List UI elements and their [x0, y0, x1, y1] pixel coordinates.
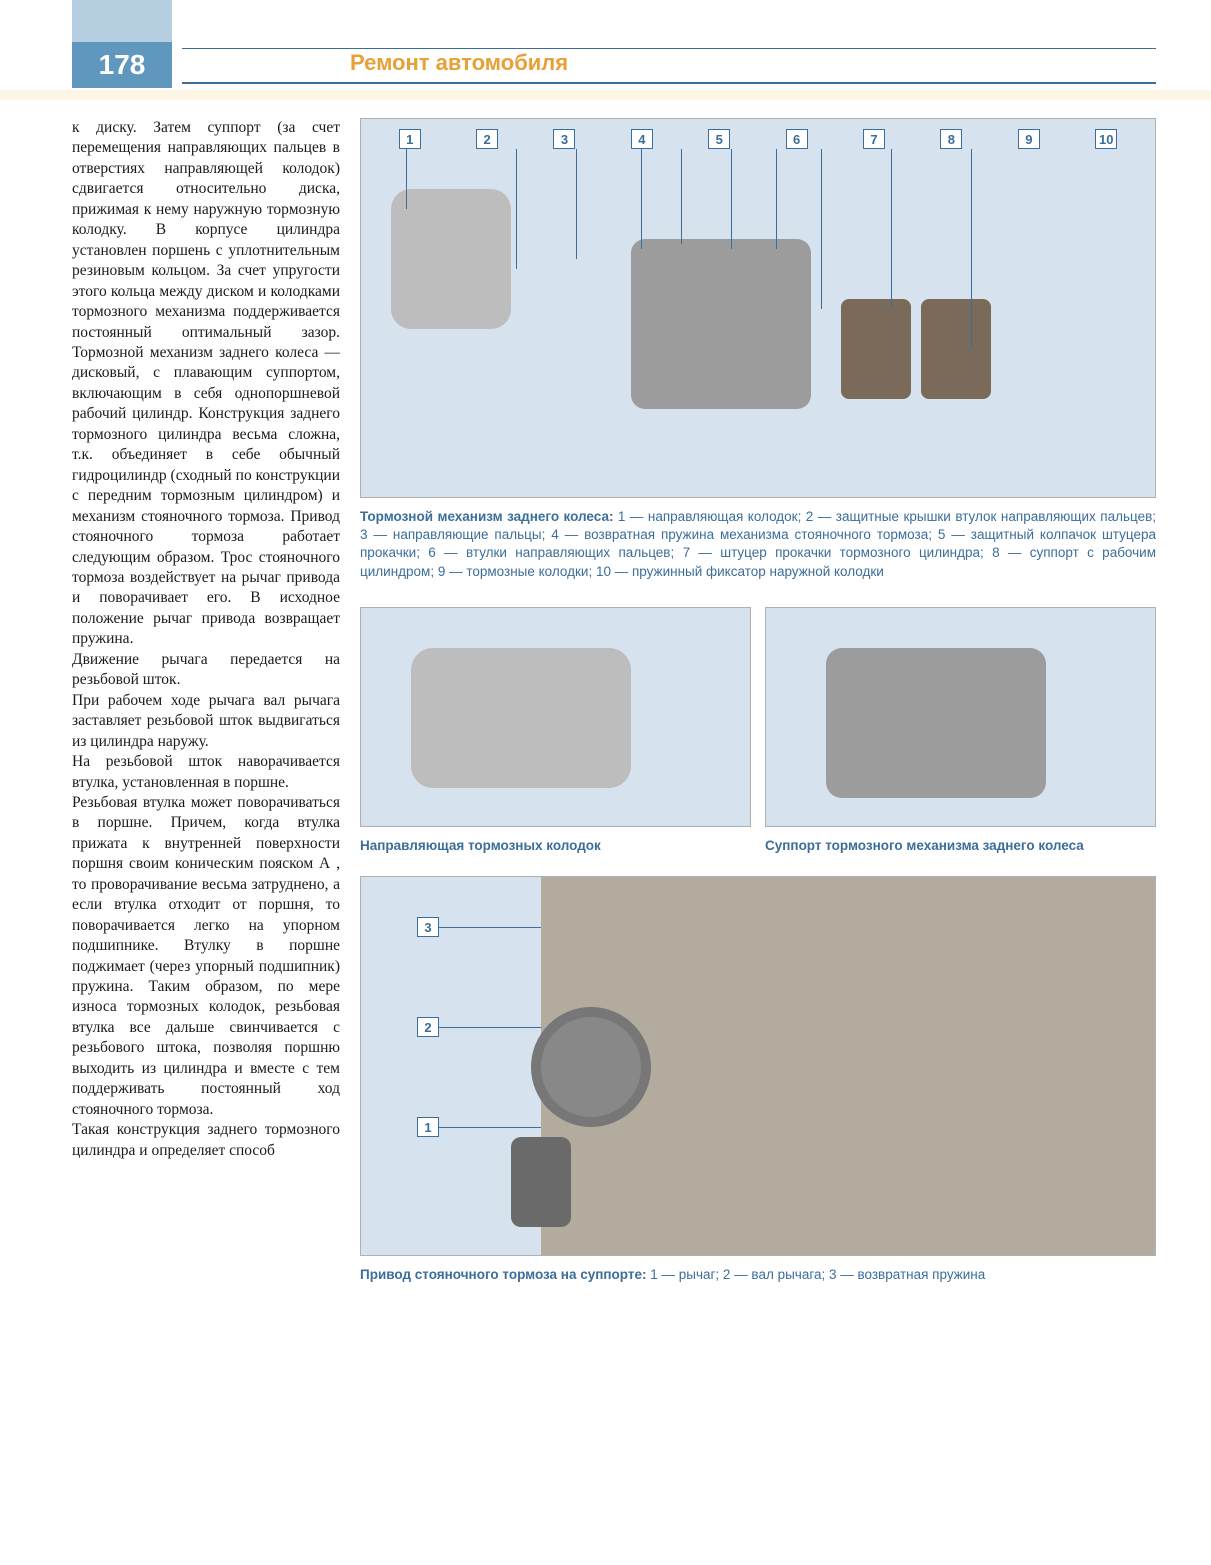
leader: [821, 149, 822, 309]
header-title: Ремонт автомобиля: [350, 50, 568, 76]
part-caliper2: [826, 648, 1046, 798]
figure4-image: 3 2 1: [360, 876, 1156, 1256]
leader: [406, 149, 407, 209]
callout-9: 9: [1018, 129, 1040, 149]
callout-3b: 3: [417, 917, 439, 937]
figure1-caption: Тормозной механизм заднего колеса: 1 — н…: [360, 508, 1156, 581]
header-rule-bottom: [182, 82, 1156, 84]
part-bracket: [391, 189, 511, 329]
part-spring: [531, 1007, 651, 1127]
callout-6: 6: [786, 129, 808, 149]
page-number: 178: [72, 42, 172, 88]
callout-5: 5: [708, 129, 730, 149]
leader: [439, 1027, 549, 1028]
figure-brake-assembly: 1 2 3 4 5 6 7 8 9 10: [360, 118, 1156, 581]
figure1-image: 1 2 3 4 5 6 7 8 9 10: [360, 118, 1156, 498]
figure1-caption-bold: Тормозной механизм заднего колеса:: [360, 509, 613, 524]
leader: [891, 149, 892, 309]
figure1-label-row: 1 2 3 4 5 6 7 8 9 10: [361, 129, 1155, 149]
part-pad2: [921, 299, 991, 399]
figure4-caption-bold: Привод стояночного тормоза на суппорте:: [360, 1267, 646, 1282]
right-column: 1 2 3 4 5 6 7 8 9 10: [360, 118, 1156, 1285]
leader: [776, 149, 777, 249]
figure-row: Направляющая тормозных колодок Суппорт т…: [360, 607, 1156, 855]
figure4-caption: Привод стояночного тормоза на суппорте: …: [360, 1266, 1156, 1284]
page: 178 Ремонт автомобиля к диску. Затем суп…: [0, 0, 1211, 1565]
callout-10: 10: [1095, 129, 1117, 149]
callout-3: 3: [553, 129, 575, 149]
part-caliper: [631, 239, 811, 409]
figure3-image: [765, 607, 1156, 827]
part-guide: [411, 648, 631, 788]
figure3-caption: Суппорт тормозного механизма заднего кол…: [765, 837, 1156, 855]
part-lever: [511, 1137, 571, 1227]
figure-parking-drive: 3 2 1 Привод стояночного тормоза на супп…: [360, 876, 1156, 1284]
leader: [516, 149, 517, 269]
figure2-image: [360, 607, 751, 827]
figure-guide: Направляющая тормозных колодок: [360, 607, 751, 855]
leader: [971, 149, 972, 349]
leader: [576, 149, 577, 259]
callout-1: 1: [399, 129, 421, 149]
leader: [641, 149, 642, 249]
figure-caliper: Суппорт тормозного механизма заднего кол…: [765, 607, 1156, 855]
callout-2b: 2: [417, 1017, 439, 1037]
content: к диску. Затем суппорт (за счет перемеще…: [72, 118, 1156, 1285]
figure2-caption: Направляющая тормозных колодок: [360, 837, 751, 855]
header-rule-top: [182, 48, 1156, 49]
leader: [681, 149, 682, 244]
callout-4: 4: [631, 129, 653, 149]
top-blue-bar: [72, 0, 172, 42]
header: 178 Ремонт автомобиля: [0, 42, 1211, 88]
left-column: к диску. Затем суппорт (за счет перемеще…: [72, 118, 340, 1285]
figure4-caption-body: 1 — рычаг; 2 — вал рычага; 3 — возвратна…: [646, 1267, 985, 1282]
callout-8: 8: [940, 129, 962, 149]
leader: [731, 149, 732, 249]
callout-2: 2: [476, 129, 498, 149]
callout-7: 7: [863, 129, 885, 149]
callout-1b: 1: [417, 1117, 439, 1137]
body-text: к диску. Затем суппорт (за счет перемеще…: [72, 118, 340, 1161]
part-pad1: [841, 299, 911, 399]
cream-strip: [0, 90, 1211, 100]
figure4-labels: 3 2 1: [417, 917, 439, 1137]
